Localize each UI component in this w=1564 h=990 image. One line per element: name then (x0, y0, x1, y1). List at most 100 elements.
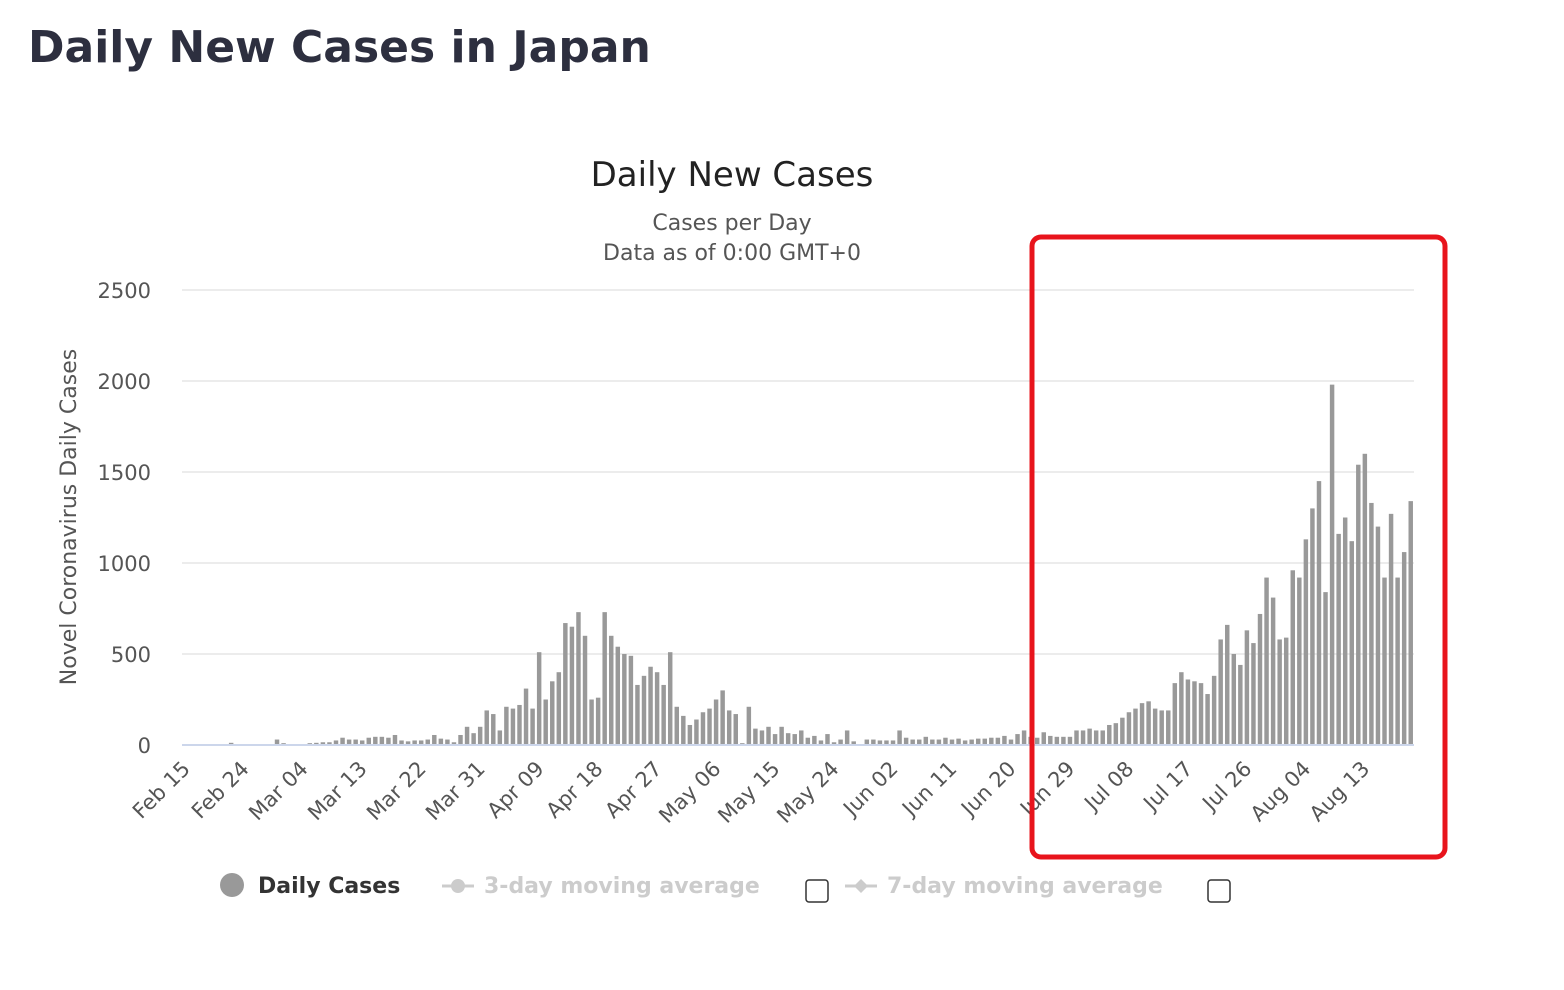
bar[interactable] (405, 741, 411, 745)
bar[interactable] (1244, 630, 1250, 745)
bar[interactable] (831, 742, 837, 745)
bar[interactable] (543, 699, 548, 746)
bar[interactable] (576, 612, 581, 745)
bar[interactable] (589, 699, 594, 746)
bar[interactable] (438, 738, 444, 745)
bar[interactable] (563, 623, 568, 745)
bar[interactable] (917, 739, 922, 745)
bar[interactable] (884, 740, 889, 745)
bar[interactable] (622, 654, 627, 745)
bar[interactable] (1211, 675, 1217, 745)
bar[interactable] (720, 690, 725, 745)
bar[interactable] (373, 736, 378, 745)
bar[interactable] (949, 739, 955, 745)
bar[interactable] (399, 740, 404, 745)
bar[interactable] (471, 733, 476, 745)
bar[interactable] (504, 706, 509, 745)
bar[interactable] (556, 672, 562, 745)
bar[interactable] (1257, 613, 1263, 745)
bar[interactable] (1382, 577, 1387, 745)
bar[interactable] (746, 706, 752, 745)
bar[interactable] (1152, 708, 1158, 745)
bar[interactable] (1375, 526, 1381, 745)
bar[interactable] (1166, 710, 1171, 745)
bar[interactable] (1323, 592, 1328, 745)
bar[interactable] (530, 708, 535, 745)
legend-item-3-day-average[interactable]: 3-day moving average (442, 874, 760, 899)
bar[interactable] (838, 739, 843, 745)
bar[interactable] (425, 739, 430, 745)
bar[interactable] (1316, 481, 1322, 745)
bar[interactable] (602, 612, 607, 745)
bar[interactable] (569, 626, 575, 745)
bar[interactable] (327, 742, 332, 745)
bar[interactable] (1146, 701, 1151, 745)
bar[interactable] (779, 726, 784, 745)
bar[interactable] (550, 681, 555, 745)
bar[interactable] (1342, 517, 1348, 746)
bar[interactable] (314, 742, 319, 745)
bar[interactable] (464, 726, 470, 745)
checkbox-7-day-average[interactable] (1207, 879, 1231, 903)
bar[interactable] (648, 666, 653, 745)
bar[interactable] (333, 740, 339, 745)
bar[interactable] (1172, 683, 1178, 745)
bar[interactable] (451, 742, 457, 745)
bar[interactable] (1356, 464, 1361, 745)
bar[interactable] (726, 710, 732, 745)
bar[interactable] (392, 734, 398, 745)
bar[interactable] (753, 728, 758, 745)
bar[interactable] (667, 652, 673, 745)
bar[interactable] (517, 704, 522, 745)
bar[interactable] (1074, 730, 1079, 745)
bar[interactable] (1303, 539, 1309, 745)
bar[interactable] (445, 739, 450, 745)
bar[interactable] (484, 710, 489, 745)
bar[interactable] (1388, 513, 1394, 745)
bar[interactable] (1113, 723, 1119, 745)
bar[interactable] (418, 740, 424, 745)
bar[interactable] (1205, 694, 1210, 745)
bar[interactable] (1238, 664, 1243, 745)
bar[interactable] (1093, 730, 1099, 745)
bar[interactable] (1297, 577, 1302, 745)
bar[interactable] (687, 724, 693, 745)
bar[interactable] (1231, 654, 1237, 745)
bar[interactable] (1329, 384, 1335, 745)
legend-item-7-day-average[interactable]: 7-day moving average (845, 874, 1163, 899)
bar[interactable] (707, 708, 712, 745)
bar[interactable] (1336, 533, 1341, 745)
bar[interactable] (353, 739, 358, 745)
bar[interactable] (982, 738, 987, 745)
bar[interactable] (1192, 681, 1197, 745)
bar[interactable] (1061, 736, 1066, 745)
bar[interactable] (1048, 735, 1053, 745)
bar[interactable] (1218, 639, 1223, 745)
bar[interactable] (346, 739, 352, 745)
bar[interactable] (497, 730, 503, 745)
bar[interactable] (956, 738, 961, 745)
bar[interactable] (1198, 683, 1204, 745)
bar[interactable] (274, 739, 280, 745)
bar[interactable] (962, 740, 968, 745)
bar[interactable] (864, 739, 870, 745)
bar[interactable] (1100, 730, 1105, 745)
bar[interactable] (661, 684, 666, 745)
bar[interactable] (851, 741, 856, 745)
bar[interactable] (1159, 710, 1164, 745)
bar[interactable] (1283, 637, 1289, 745)
bar[interactable] (1369, 502, 1374, 745)
bar[interactable] (1034, 737, 1040, 745)
bar[interactable] (910, 739, 915, 745)
bar[interactable] (1054, 736, 1060, 745)
bar[interactable] (890, 740, 896, 745)
bar[interactable] (805, 737, 811, 745)
bar[interactable] (359, 740, 365, 745)
bar[interactable] (674, 706, 679, 745)
bar[interactable] (1362, 453, 1368, 745)
bar[interactable] (897, 730, 902, 745)
bar[interactable] (366, 737, 371, 745)
bar[interactable] (733, 714, 738, 745)
bar[interactable] (713, 699, 719, 746)
bar[interactable] (582, 635, 588, 745)
